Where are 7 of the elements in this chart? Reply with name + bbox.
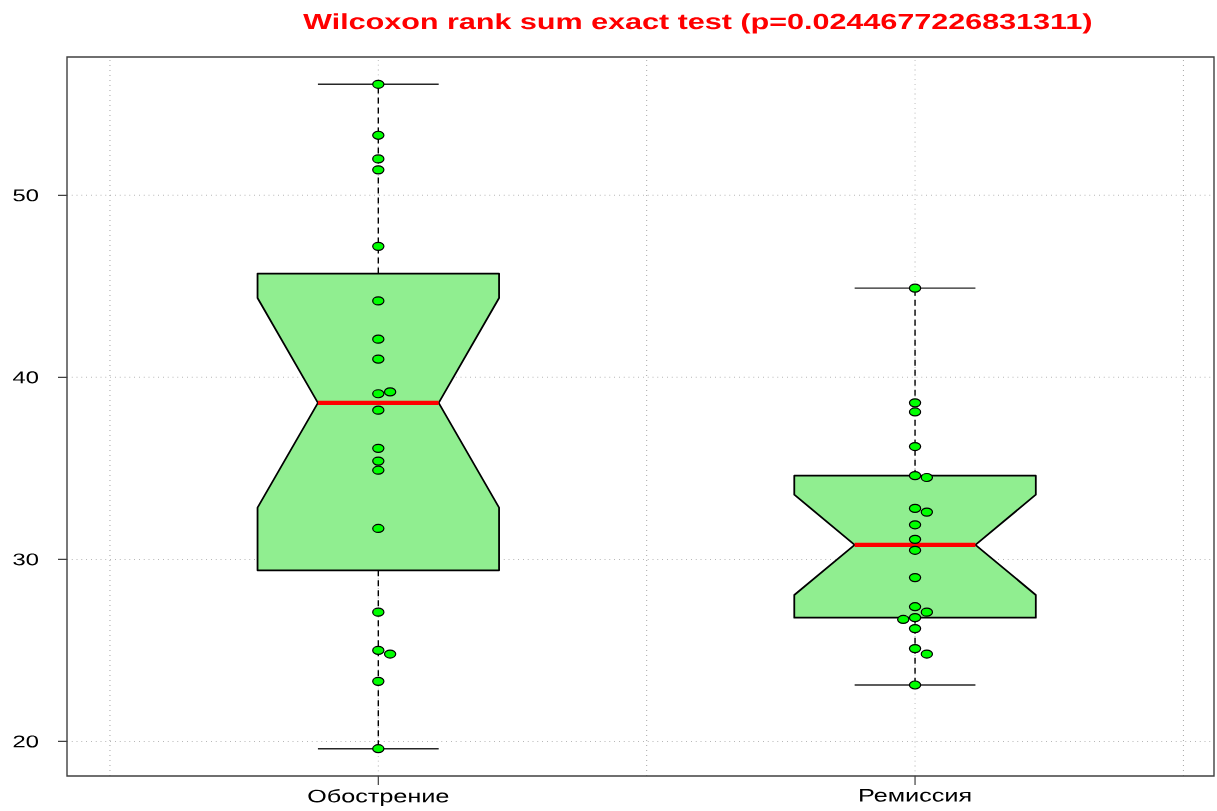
y-tick-label: 40 bbox=[13, 371, 38, 384]
x-tick-label: Ремиссия bbox=[860, 789, 971, 802]
y-tick-label: 50 bbox=[13, 189, 38, 202]
chart-title: Wilcoxon rank sum exact test (p=0.0244677226831311) bbox=[303, 13, 1092, 34]
y-tick-label: 20 bbox=[13, 735, 38, 748]
y-tick-label: 30 bbox=[13, 553, 38, 566]
x-tick-label: Обострение bbox=[308, 789, 449, 806]
